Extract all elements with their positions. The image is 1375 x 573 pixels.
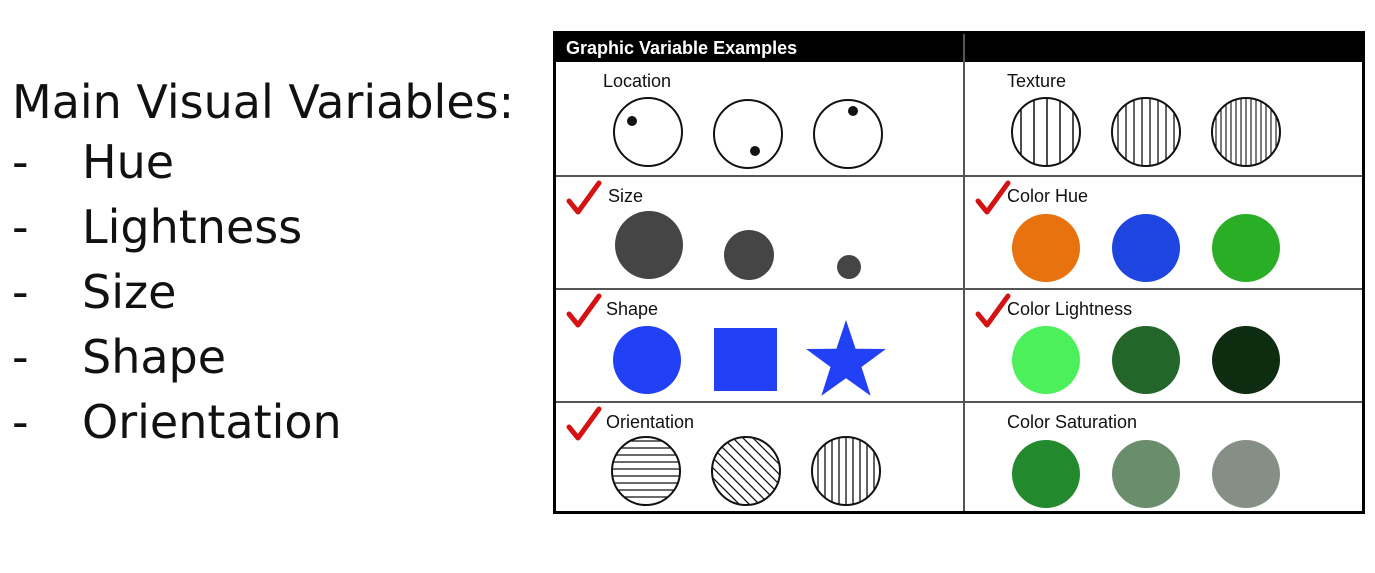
table-title: Graphic Variable Examples xyxy=(556,34,1362,62)
list-dash: - xyxy=(12,135,29,189)
list-dash: - xyxy=(12,395,29,449)
checkmark-icon xyxy=(975,180,1011,215)
texture-circle xyxy=(1111,97,1181,167)
list-item-label: Orientation xyxy=(82,395,342,449)
checkmark-icon xyxy=(975,293,1011,328)
texture-examples xyxy=(1011,97,1281,167)
checkmark-icon xyxy=(566,406,602,441)
variables-list: - Hue - Lightness - Size - Shape - Orientatio… xyxy=(12,130,514,455)
list-item-label: Shape xyxy=(82,330,227,384)
location-circle xyxy=(713,99,783,169)
cell-label-color-saturation: Color Saturation xyxy=(1007,412,1138,432)
list-item: - Orientation xyxy=(12,390,514,455)
lightness-circle-medium xyxy=(1112,326,1180,394)
list-item: - Shape xyxy=(12,325,514,390)
hue-circle-green xyxy=(1212,214,1280,282)
visual-variables-panel: Main Visual Variables: - Hue - Lightness -… xyxy=(12,74,514,455)
graphic-variable-table: Graphic Variable Examples Location Textu… xyxy=(553,31,1365,514)
list-item: - Hue xyxy=(12,130,514,195)
orientation-circle xyxy=(711,436,781,506)
column-divider xyxy=(963,34,965,511)
location-dot xyxy=(750,146,760,156)
list-item: - Size xyxy=(12,260,514,325)
color-saturation-examples xyxy=(1012,440,1280,508)
size-examples xyxy=(615,211,861,280)
list-dash: - xyxy=(12,330,29,384)
shape-examples xyxy=(613,320,886,396)
saturation-circle-high xyxy=(1012,440,1080,508)
orientation-lines-diagonal xyxy=(712,437,780,505)
cell-label-orientation: Orientation xyxy=(606,412,695,432)
cell-label-size: Size xyxy=(608,186,644,206)
texture-circle xyxy=(1211,97,1281,167)
shape-circle xyxy=(613,326,681,394)
row-divider xyxy=(556,175,1362,177)
location-examples xyxy=(613,97,883,169)
cell-label-color-hue: Color Hue xyxy=(1007,186,1089,206)
list-item-label: Size xyxy=(82,265,177,319)
texture-circle xyxy=(1011,97,1081,167)
cell-color-hue: Color Hue xyxy=(965,177,1365,289)
orientation-circle xyxy=(811,436,881,506)
list-dash: - xyxy=(12,265,29,319)
cell-orientation: Orientation xyxy=(556,403,956,515)
hue-circle-orange xyxy=(1012,214,1080,282)
cell-location: Location xyxy=(556,62,956,174)
size-circle-medium xyxy=(724,230,774,280)
row-divider xyxy=(556,288,1362,290)
main-heading: Main Visual Variables: xyxy=(12,75,515,129)
list-item: - Lightness xyxy=(12,195,514,260)
cell-texture: Texture xyxy=(965,62,1365,174)
size-circle-small xyxy=(837,255,861,279)
shape-square xyxy=(714,328,777,391)
row-divider xyxy=(556,401,1362,403)
cell-label-color-lightness: Color Lightness xyxy=(1007,299,1133,319)
cell-color-saturation: Color Saturation xyxy=(965,403,1365,515)
location-circle xyxy=(813,99,883,169)
lightness-circle-light xyxy=(1012,326,1080,394)
location-circle xyxy=(613,97,683,167)
orientation-circle xyxy=(611,436,681,506)
hue-circle-blue xyxy=(1112,214,1180,282)
color-hue-examples xyxy=(1012,214,1280,282)
orientation-lines-vertical xyxy=(817,437,875,505)
cell-shape: Shape xyxy=(556,290,956,402)
cell-label-texture: Texture xyxy=(1007,71,1067,91)
list-item-label: Hue xyxy=(82,135,175,189)
list-dash: - xyxy=(12,200,29,254)
checkmark-icon xyxy=(566,180,602,215)
shape-star xyxy=(806,320,886,396)
lightness-circle-dark xyxy=(1212,326,1280,394)
cell-color-lightness: Color Lightness xyxy=(965,290,1365,402)
cell-label-shape: Shape xyxy=(606,299,659,319)
location-dot xyxy=(627,116,637,126)
table-grid: Location Texture xyxy=(556,34,1365,511)
list-item-label: Lightness xyxy=(82,200,303,254)
cell-size: Size xyxy=(556,177,956,289)
saturation-circle-medium xyxy=(1112,440,1180,508)
orientation-examples xyxy=(611,436,881,506)
saturation-circle-low xyxy=(1212,440,1280,508)
color-lightness-examples xyxy=(1012,326,1280,394)
size-circle-large xyxy=(615,211,683,279)
location-dot xyxy=(848,106,858,116)
cell-label-location: Location xyxy=(603,71,672,91)
checkmark-icon xyxy=(566,293,602,328)
